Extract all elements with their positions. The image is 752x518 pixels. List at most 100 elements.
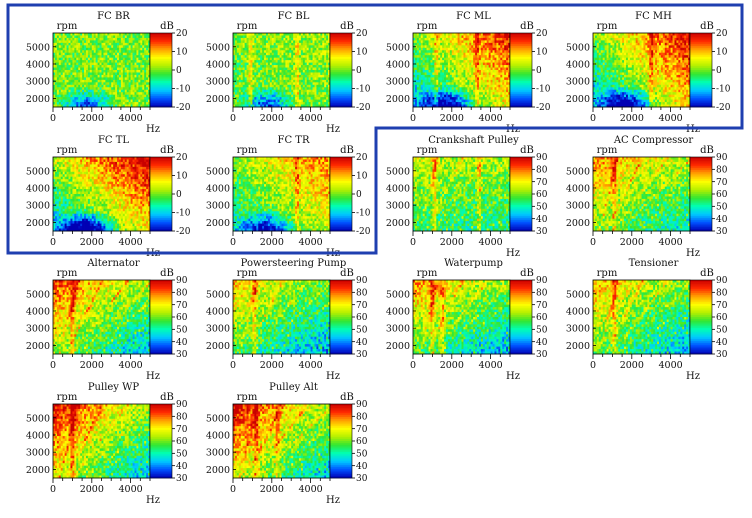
- colorbar-tick-label: 20: [716, 29, 728, 39]
- colorbar-label: dB: [700, 268, 714, 279]
- y-tick-label: 4000: [566, 59, 590, 70]
- x-tick-label: 0: [410, 113, 416, 124]
- colorbar-tick-label: -20: [536, 103, 551, 113]
- colorbar-tick-label: 80: [176, 289, 188, 299]
- y-tick-label: 5000: [206, 289, 230, 300]
- y-tick-label: 4000: [566, 306, 590, 317]
- y-tick-label: 4000: [206, 59, 230, 70]
- x-tick-label: 0: [50, 113, 56, 124]
- panel-title: AC Compressor: [613, 135, 694, 146]
- x-axis-label: Hz: [146, 124, 160, 135]
- colorbar-tick-label: -10: [716, 85, 731, 95]
- y-tick-label: 2000: [386, 341, 410, 352]
- x-tick-label: 2000: [620, 237, 644, 248]
- colorbar-tick-label: -20: [356, 227, 371, 237]
- colorbar-tick-label: 60: [356, 313, 368, 323]
- y-tick-label: 2000: [566, 341, 590, 352]
- y-tick-label: 4000: [26, 306, 50, 317]
- colorbar-tick-label: 60: [716, 190, 728, 200]
- x-tick-label: 2000: [620, 360, 644, 371]
- panel-title: FC TL: [98, 135, 129, 146]
- y-axis-label: rpm: [597, 268, 618, 279]
- colorbar-tick-label: 30: [356, 474, 368, 484]
- y-tick-label: 5000: [566, 166, 590, 177]
- colorbar-tick-label: 20: [536, 29, 548, 39]
- colorbar-tick-label: 10: [176, 172, 188, 182]
- y-tick-label: 3000: [386, 201, 410, 212]
- heatmap-cells: [413, 33, 510, 107]
- y-axis-label: rpm: [597, 21, 618, 32]
- y-tick-label: 2000: [26, 341, 50, 352]
- x-axis-label: Hz: [506, 248, 520, 259]
- y-tick-label: 2000: [26, 465, 50, 476]
- x-tick-label: 0: [590, 237, 596, 248]
- y-axis-label: rpm: [237, 21, 258, 32]
- colorbar-tick-label: 0: [176, 190, 182, 200]
- colorbar-tick-label: -10: [356, 209, 371, 219]
- colorbar-label: dB: [520, 21, 534, 32]
- x-axis-label: Hz: [146, 371, 160, 382]
- y-axis-label: rpm: [417, 268, 438, 279]
- colorbar-tick-label: 70: [716, 178, 728, 188]
- x-axis-label: Hz: [686, 248, 700, 259]
- colorbar-tick-label: 80: [716, 166, 728, 176]
- panel-title: FC ML: [456, 11, 491, 22]
- colorbar-tick-label: -10: [176, 85, 191, 95]
- colorbar-tick-label: 70: [356, 425, 368, 435]
- colorbar-tick-label: 40: [536, 215, 548, 225]
- y-axis-label: rpm: [57, 392, 78, 403]
- colorbar-label: dB: [700, 145, 714, 156]
- colorbar-tick-label: 40: [356, 462, 368, 472]
- y-tick-label: 3000: [206, 201, 230, 212]
- y-tick-label: 4000: [386, 59, 410, 70]
- y-tick-label: 3000: [26, 448, 50, 459]
- colorbar-tick-label: -20: [176, 103, 191, 113]
- colorbar-tick-label: -20: [716, 103, 731, 113]
- y-tick-label: 4000: [26, 430, 50, 441]
- x-tick-label: 2000: [80, 484, 104, 495]
- colorbar-tick-label: 40: [536, 338, 548, 348]
- colorbar-tick-label: 80: [176, 413, 188, 423]
- x-tick-label: 4000: [299, 237, 323, 248]
- colorbar-tick-label: 90: [176, 400, 188, 410]
- colorbar-tick-label: 40: [716, 338, 728, 348]
- colorbar-tick-label: 10: [356, 48, 368, 58]
- y-axis-label: rpm: [237, 145, 258, 156]
- heatmap-cells: [233, 157, 330, 231]
- colorbar-label: dB: [340, 268, 354, 279]
- x-tick-label: 4000: [479, 237, 503, 248]
- y-tick-label: 4000: [26, 59, 50, 70]
- panel-title: FC BL: [278, 11, 310, 22]
- y-tick-label: 3000: [26, 77, 50, 88]
- x-tick-label: 0: [590, 360, 596, 371]
- colorbar-tick-label: 50: [356, 450, 368, 460]
- x-axis-label: Hz: [506, 371, 520, 382]
- colorbar-tick-label: 90: [356, 400, 368, 410]
- heatmap-cells: [53, 280, 150, 354]
- x-tick-label: 0: [410, 237, 416, 248]
- colorbar-tick-label: 10: [356, 172, 368, 182]
- y-tick-label: 3000: [566, 324, 590, 335]
- colorbar-tick-label: 50: [536, 326, 548, 336]
- heatmap-cells: [233, 33, 330, 107]
- y-tick-label: 5000: [386, 42, 410, 53]
- x-axis-label: Hz: [146, 495, 160, 506]
- colorbar-tick-label: 60: [176, 437, 188, 447]
- colorbar-label: dB: [520, 268, 534, 279]
- y-tick-label: 5000: [386, 289, 410, 300]
- colorbar-tick-label: 50: [356, 326, 368, 336]
- colorbar-tick-label: 40: [716, 215, 728, 225]
- colorbar-tick-label: 70: [356, 301, 368, 311]
- colorbar-tick-label: 30: [536, 227, 548, 237]
- colorbar-tick-label: 10: [536, 48, 548, 58]
- colorbar-tick-label: 90: [176, 276, 188, 286]
- x-tick-label: 4000: [659, 237, 683, 248]
- x-axis-label: Hz: [326, 371, 340, 382]
